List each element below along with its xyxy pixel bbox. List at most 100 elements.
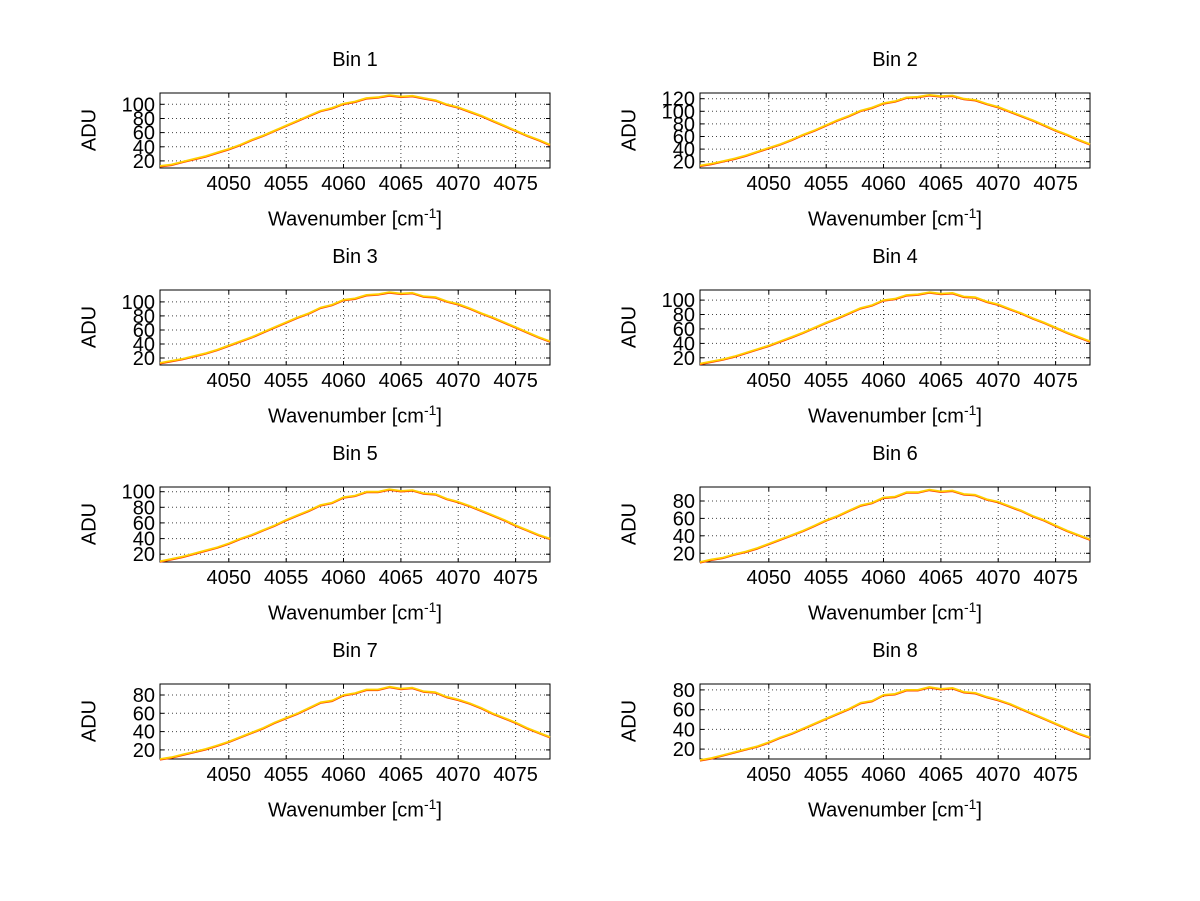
- svg-text:60: 60: [133, 513, 155, 535]
- svg-text:20: 20: [133, 740, 155, 762]
- svg-text:20: 20: [673, 152, 695, 174]
- svg-text:4060: 4060: [861, 764, 906, 786]
- x-axis-label: Wavenumber [cm-1]: [160, 402, 550, 429]
- y-axis-label: ADU: [78, 108, 101, 152]
- svg-text:4055: 4055: [804, 370, 849, 392]
- y-axis-label: ADU: [618, 305, 641, 349]
- svg-text:4070: 4070: [436, 173, 481, 195]
- svg-text:40: 40: [133, 334, 155, 356]
- x-axis-label: Wavenumber [cm-1]: [700, 796, 1090, 823]
- svg-text:4075: 4075: [1033, 567, 1078, 589]
- svg-text:4075: 4075: [1033, 173, 1078, 195]
- svg-text:80: 80: [133, 306, 155, 328]
- svg-text:4050: 4050: [747, 764, 792, 786]
- x-axis-label: Wavenumber [cm-1]: [160, 796, 550, 823]
- svg-text:4055: 4055: [804, 567, 849, 589]
- svg-text:4070: 4070: [976, 567, 1021, 589]
- svg-text:4050: 4050: [207, 173, 252, 195]
- svg-text:4060: 4060: [321, 567, 366, 589]
- subplot-title: Bin 5: [332, 443, 378, 465]
- svg-text:20: 20: [673, 739, 695, 761]
- svg-text:60: 60: [133, 123, 155, 145]
- svg-text:80: 80: [133, 497, 155, 519]
- x-axis-label-text: Wavenumber [cm: [268, 405, 424, 428]
- x-axis-label-text: Wavenumber [cm: [808, 602, 964, 625]
- subplot-title: Bin 7: [332, 640, 378, 662]
- svg-text:4050: 4050: [207, 567, 252, 589]
- y-axis-label: ADU: [78, 305, 101, 349]
- x-axis-label-text: Wavenumber [cm: [808, 208, 964, 231]
- svg-text:4070: 4070: [976, 173, 1021, 195]
- svg-text:4060: 4060: [861, 173, 906, 195]
- svg-text:40: 40: [133, 722, 155, 744]
- x-axis-label-exponent: -1: [963, 599, 977, 615]
- subplot-bin-7: 4050 4055 4060 4065 4070 4075 20 40 60 80 Bin 7 A…: [20, 636, 560, 833]
- svg-text:80: 80: [673, 680, 695, 702]
- subplot-bin-2: 4050 4055 4060 4065 4070 4075 20 40 60 80 100 120 B…: [560, 45, 1100, 242]
- svg-text:80: 80: [673, 114, 695, 136]
- subplot-bin-3: 4050 4055 4060 4065 4070 4075 20 40 60 80 100 Bin …: [20, 242, 560, 439]
- svg-text:4055: 4055: [804, 173, 849, 195]
- svg-text:20: 20: [673, 543, 695, 565]
- subplot-bin-5: 4050 4055 4060 4065 4070 4075 20 40 60 80 100 Bin …: [20, 439, 560, 636]
- subplot-title: Bin 2: [872, 49, 918, 71]
- subplot-title: Bin 6: [872, 443, 918, 465]
- svg-text:60: 60: [133, 320, 155, 342]
- svg-text:4050: 4050: [207, 764, 252, 786]
- x-axis-label-exponent: -1: [963, 205, 977, 221]
- svg-text:4055: 4055: [804, 764, 849, 786]
- svg-text:100: 100: [662, 101, 695, 123]
- svg-text:40: 40: [673, 526, 695, 548]
- svg-text:20: 20: [133, 544, 155, 566]
- svg-text:60: 60: [673, 508, 695, 530]
- svg-text:4075: 4075: [1033, 370, 1078, 392]
- y-axis-label: ADU: [78, 699, 101, 743]
- svg-text:4060: 4060: [861, 370, 906, 392]
- svg-text:4075: 4075: [493, 173, 538, 195]
- x-axis-label-text: Wavenumber [cm: [808, 405, 964, 428]
- svg-text:4065: 4065: [919, 370, 964, 392]
- x-axis-label-close: ]: [976, 405, 982, 428]
- svg-text:20: 20: [133, 151, 155, 173]
- svg-text:4055: 4055: [264, 764, 309, 786]
- x-axis-label: Wavenumber [cm-1]: [700, 205, 1090, 232]
- svg-text:4065: 4065: [919, 567, 964, 589]
- svg-text:4050: 4050: [747, 567, 792, 589]
- svg-text:4060: 4060: [321, 764, 366, 786]
- svg-text:4070: 4070: [976, 764, 1021, 786]
- svg-text:4075: 4075: [1033, 764, 1078, 786]
- svg-text:4065: 4065: [379, 764, 424, 786]
- svg-text:4065: 4065: [919, 173, 964, 195]
- x-axis-label: Wavenumber [cm-1]: [160, 599, 550, 626]
- svg-text:4075: 4075: [493, 370, 538, 392]
- svg-text:40: 40: [673, 333, 695, 355]
- subplot-title: Bin 1: [332, 49, 378, 71]
- svg-text:4055: 4055: [264, 567, 309, 589]
- svg-text:100: 100: [122, 482, 155, 504]
- subplot-grid: 4050 4055 4060 4065 4070 4075 20 40 60 80 100 Bin …: [20, 45, 1100, 833]
- svg-text:40: 40: [133, 529, 155, 551]
- svg-text:40: 40: [673, 719, 695, 741]
- svg-text:80: 80: [673, 491, 695, 513]
- svg-text:100: 100: [122, 292, 155, 314]
- x-axis-label-exponent: -1: [963, 402, 977, 418]
- svg-text:4060: 4060: [861, 567, 906, 589]
- x-axis-label-close: ]: [436, 799, 442, 822]
- x-axis-label-close: ]: [436, 602, 442, 625]
- subplot-bin-6: 4050 4055 4060 4065 4070 4075 20 40 60 80 Bin 6 A…: [560, 439, 1100, 636]
- x-axis-label-exponent: -1: [423, 599, 437, 615]
- x-axis-label-text: Wavenumber [cm: [808, 799, 964, 822]
- y-axis-label: ADU: [618, 108, 641, 152]
- x-axis-label-close: ]: [976, 602, 982, 625]
- y-axis-label: ADU: [78, 502, 101, 546]
- svg-text:4065: 4065: [379, 173, 424, 195]
- svg-text:80: 80: [133, 109, 155, 131]
- x-axis-label-text: Wavenumber [cm: [268, 799, 424, 822]
- svg-text:80: 80: [133, 685, 155, 707]
- svg-text:4065: 4065: [379, 567, 424, 589]
